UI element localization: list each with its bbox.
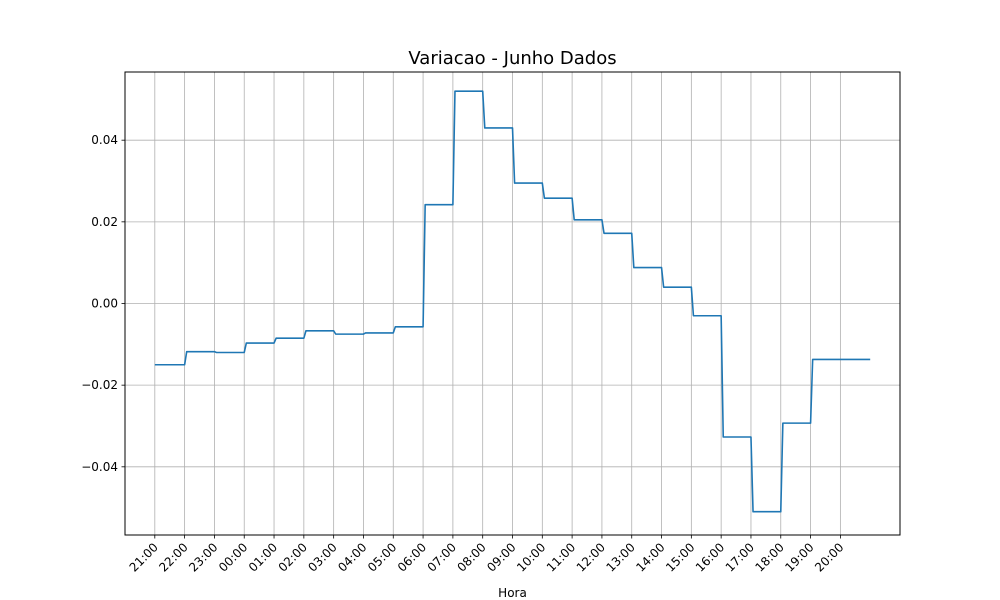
series-layer — [154, 90, 871, 513]
y-tick-label: −0.04 — [81, 460, 118, 474]
x-axis-label: Hora — [498, 586, 527, 600]
y-tick-label: 0.04 — [91, 133, 118, 147]
y-axis-ticks: −0.04 −0.02 0.00 0.02 0.04 — [81, 133, 125, 474]
y-tick-label: 0.02 — [91, 215, 118, 229]
y-tick-label: 0.00 — [91, 297, 118, 311]
grid-lines — [125, 72, 900, 535]
chart-title: Variacao - Junho Dados — [408, 48, 616, 69]
series-line — [154, 90, 871, 513]
y-tick-label: −0.02 — [81, 378, 118, 392]
